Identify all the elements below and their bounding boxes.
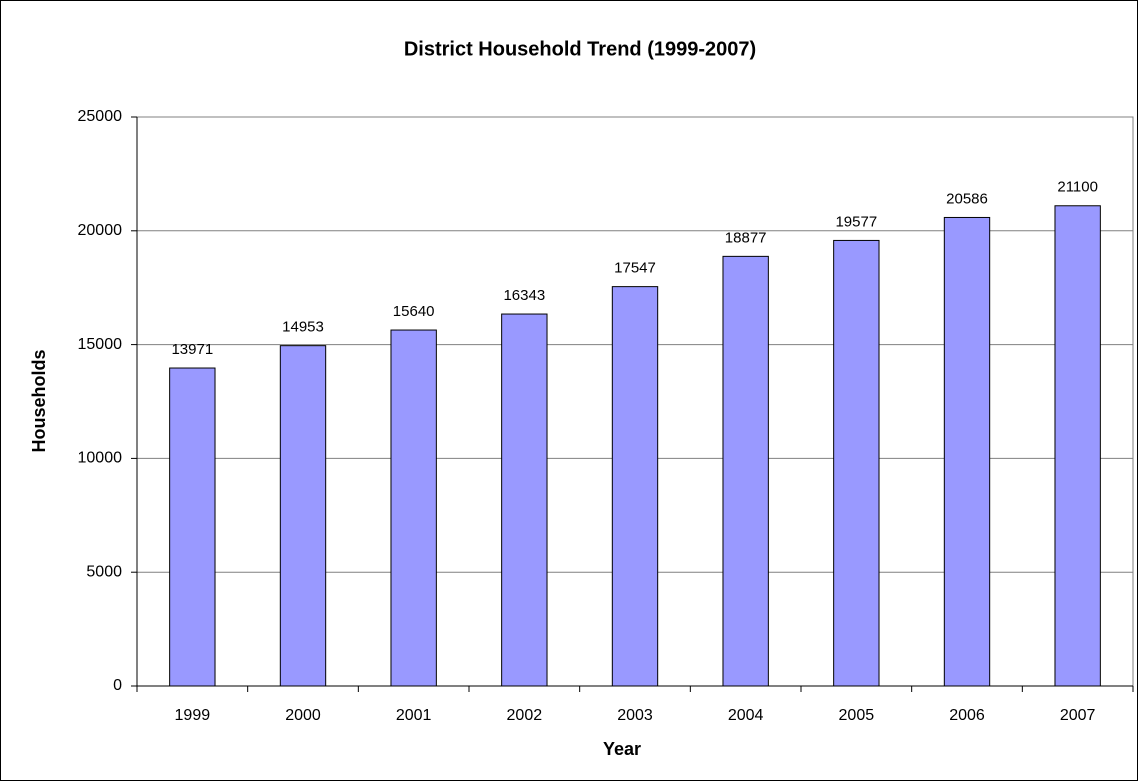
x-axis-label: Year [603, 739, 641, 759]
x-tick-label: 2005 [839, 707, 875, 724]
data-label: 14953 [282, 319, 324, 336]
y-tick-label: 5000 [86, 563, 122, 580]
x-tick-label: 2002 [507, 707, 543, 724]
data-label: 20586 [946, 190, 988, 207]
x-tick-label: 2001 [396, 707, 432, 724]
x-tick-label: 1999 [175, 707, 211, 724]
bar [943, 216, 991, 687]
data-label: 16343 [503, 287, 545, 304]
bar [833, 239, 880, 687]
bar [279, 345, 327, 687]
data-label: 18877 [725, 229, 767, 246]
x-tick-label: 2006 [949, 707, 985, 724]
y-tick-label: 20000 [78, 222, 123, 239]
x-tick-label: 2007 [1060, 707, 1096, 724]
chart-title: District Household Trend (1999-2007) [404, 38, 756, 60]
data-label: 19577 [835, 213, 877, 230]
y-axis-label: Households [29, 349, 49, 452]
data-label: 21100 [1057, 179, 1098, 196]
bar [611, 286, 659, 687]
x-tick-label: 2003 [617, 707, 653, 724]
data-label: 13971 [171, 341, 213, 358]
y-tick-label: 10000 [78, 450, 123, 467]
x-tick-label: 2004 [728, 707, 764, 724]
data-label: 17547 [614, 260, 656, 277]
y-tick-label: 15000 [78, 336, 123, 353]
bar [1054, 205, 1101, 687]
bar [501, 313, 548, 687]
data-label: 15640 [393, 303, 435, 320]
bar [722, 255, 769, 687]
bar [169, 367, 216, 687]
x-tick-label: 2000 [285, 707, 321, 724]
bar [390, 329, 437, 687]
y-tick-label: 0 [113, 677, 122, 694]
y-tick-label: 25000 [78, 108, 123, 125]
